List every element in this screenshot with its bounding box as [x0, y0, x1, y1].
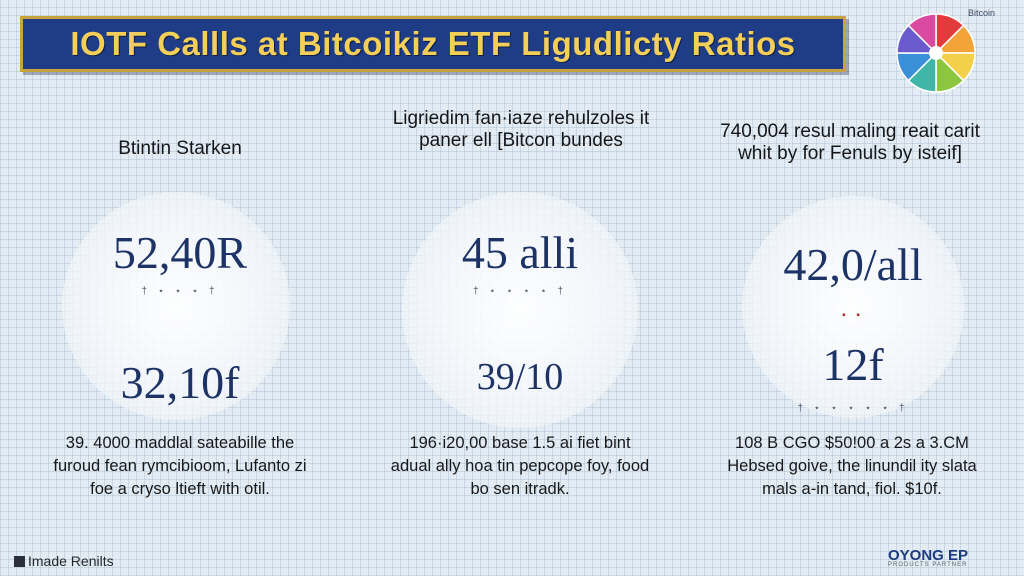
square-icon [14, 556, 25, 567]
column-3-circle [742, 196, 964, 418]
pie-chart-logo-icon [896, 13, 976, 93]
column-2-value-bottom: 39/10 [476, 356, 564, 398]
column-2-value-top: 45 alli [461, 227, 579, 278]
column-3-heading: 740,004 resul maling reait carit whit by… [720, 121, 980, 164]
footer-label: Imade Renilts [14, 553, 114, 569]
column-1-heading: Btintin Starken [118, 138, 242, 159]
pie-logo-slice [907, 13, 937, 55]
column-2-icon-row: † ⋆ ⋆ ⋆ ⋆ † [472, 286, 568, 297]
footer-brand: OYONG EP PRODUCTS PARTNER [888, 547, 968, 568]
column-3-value-top: 42,0/all [783, 239, 923, 290]
column-1-value-top: 52,40R [112, 227, 248, 278]
column-2-circle [402, 192, 638, 428]
column-1-description: 39. 4000 maddlal sateabille the furoud f… [53, 434, 307, 498]
column-2-heading: Ligriedim fan·iaze rehulzoles it paner e… [392, 108, 650, 151]
brand-name: OYONG EP [888, 547, 969, 564]
column-1-icon-row: † ⋆ ⋆ ⋆ † [141, 286, 219, 297]
column-3-description: 108 B CGO $50!00 a 2s a 3.CM Hebsed goiv… [727, 434, 977, 498]
page-title: IOTF Callls at Bitcoikiz ETF Ligudlicty … [70, 25, 796, 62]
corner-label: Bitcoin [968, 8, 996, 18]
title-banner: IOTF Callls at Bitcoikiz ETF Ligudlicty … [20, 16, 846, 72]
column-1-circle [62, 192, 290, 420]
column-2-description: 196·i20,00 base 1.5 ai fiet bint adual a… [390, 434, 650, 498]
column-3-value-bottom: 12f [822, 339, 884, 390]
pie-logo-center [929, 46, 943, 60]
column-3-red-marker-icon: ▪ ▪ [842, 310, 864, 321]
brand-subtitle: PRODUCTS PARTNER [888, 562, 968, 568]
column-3-icon-row: † ⋆ ⋆ ⋆ ⋆ ⋆ † [797, 403, 909, 414]
column-1-value-bottom: 32,10f [120, 357, 240, 408]
